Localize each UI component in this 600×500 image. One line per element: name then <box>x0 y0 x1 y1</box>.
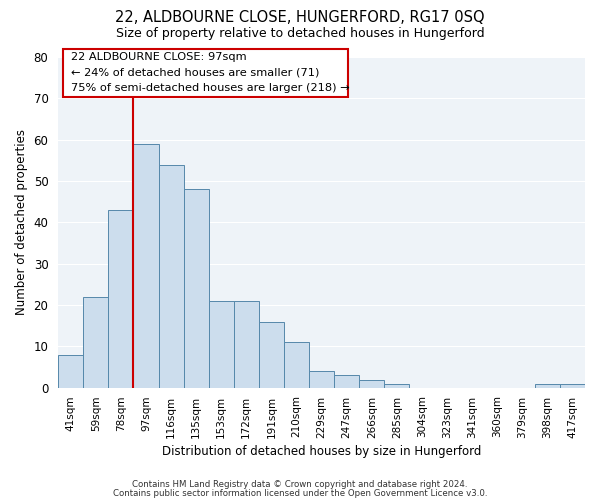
X-axis label: Distribution of detached houses by size in Hungerford: Distribution of detached houses by size … <box>162 444 481 458</box>
Text: Contains public sector information licensed under the Open Government Licence v3: Contains public sector information licen… <box>113 488 487 498</box>
Bar <box>284 342 309 388</box>
Bar <box>133 144 158 388</box>
Bar <box>234 301 259 388</box>
Bar <box>334 376 359 388</box>
Bar <box>58 354 83 388</box>
Bar <box>535 384 560 388</box>
Bar <box>309 372 334 388</box>
Text: 22, ALDBOURNE CLOSE, HUNGERFORD, RG17 0SQ: 22, ALDBOURNE CLOSE, HUNGERFORD, RG17 0S… <box>115 10 485 25</box>
Text: ← 24% of detached houses are smaller (71): ← 24% of detached houses are smaller (71… <box>71 68 320 78</box>
Bar <box>384 384 409 388</box>
Bar <box>109 210 133 388</box>
Y-axis label: Number of detached properties: Number of detached properties <box>15 130 28 316</box>
Bar <box>259 322 284 388</box>
Bar <box>158 164 184 388</box>
Bar <box>209 301 234 388</box>
Text: Contains HM Land Registry data © Crown copyright and database right 2024.: Contains HM Land Registry data © Crown c… <box>132 480 468 489</box>
Bar <box>359 380 384 388</box>
Bar <box>83 297 109 388</box>
Text: 75% of semi-detached houses are larger (218) →: 75% of semi-detached houses are larger (… <box>71 84 350 94</box>
Bar <box>184 190 209 388</box>
FancyBboxPatch shape <box>64 49 348 97</box>
Text: Size of property relative to detached houses in Hungerford: Size of property relative to detached ho… <box>116 28 484 40</box>
Text: 22 ALDBOURNE CLOSE: 97sqm: 22 ALDBOURNE CLOSE: 97sqm <box>71 52 247 62</box>
Bar <box>560 384 585 388</box>
